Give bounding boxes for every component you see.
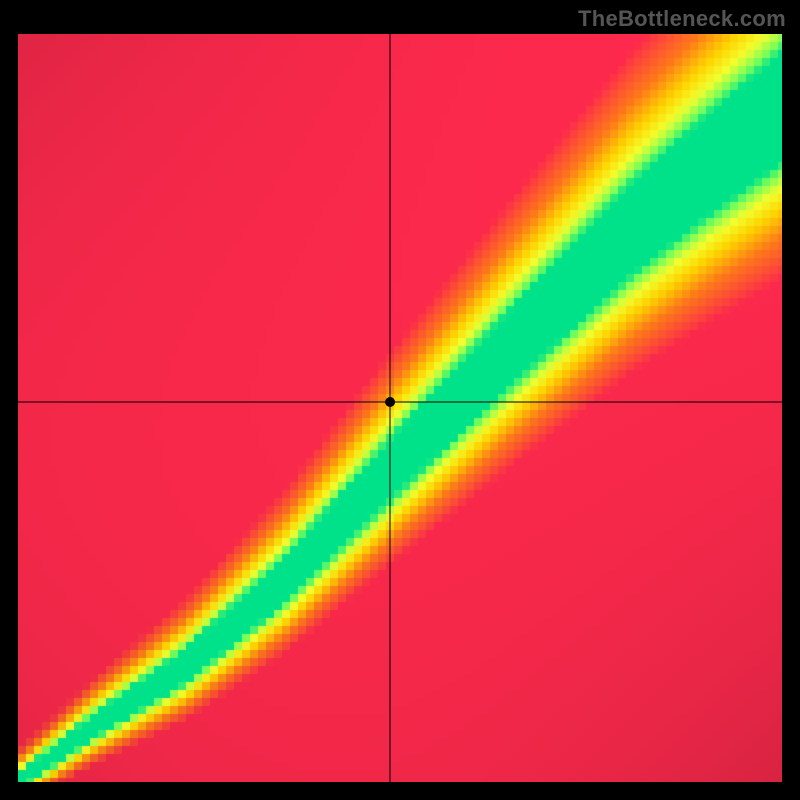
heatmap-canvas bbox=[18, 34, 782, 782]
chart-stage: TheBottleneck.com bbox=[0, 0, 800, 800]
watermark-text: TheBottleneck.com bbox=[578, 6, 786, 32]
heatmap-plot bbox=[18, 34, 782, 782]
